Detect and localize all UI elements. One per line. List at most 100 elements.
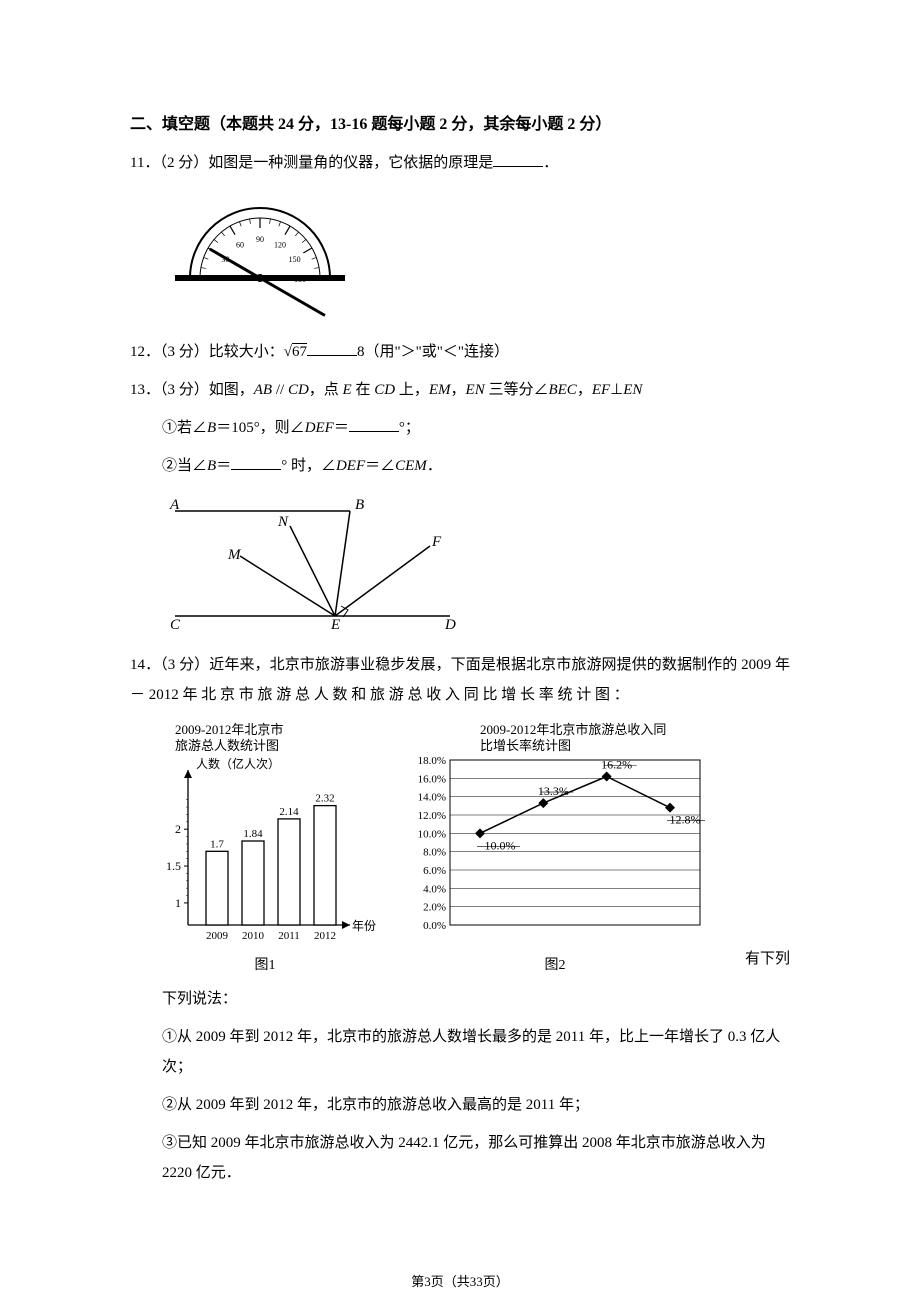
svg-text:2.0%: 2.0% — [423, 902, 446, 914]
svg-text:C: C — [170, 617, 181, 631]
svg-text:2: 2 — [175, 822, 181, 836]
svg-text:10.0%: 10.0% — [418, 828, 446, 840]
bar-chart: 2009-2012年北京市旅游总人数统计图人数（亿人次） 年份 1 1.5 2 1.7 20… — [150, 720, 380, 950]
footer-total: 33 — [470, 1274, 483, 1289]
geometry-diagram: ABCDEFMN — [160, 491, 460, 631]
footer-suffix: 页） — [483, 1274, 509, 1289]
svg-text:比增长率统计图: 比增长率统计图 — [480, 738, 571, 753]
svg-text:60: 60 — [236, 240, 244, 249]
svg-text:2.32: 2.32 — [315, 793, 334, 805]
svg-text:120: 120 — [274, 240, 286, 249]
q13-EM: EM — [429, 382, 451, 398]
svg-text:0.0%: 0.0% — [423, 920, 446, 932]
svg-text:4.0%: 4.0% — [423, 883, 446, 895]
q12-prefix: 12．（3 分）比较大小： — [130, 344, 284, 360]
footer-mid: 页（共 — [431, 1274, 470, 1289]
q14-s1: ①从 2009 年到 2012 年，北京市的旅游总人数增长最多的是 2011 年… — [130, 1022, 790, 1082]
q14-trailing: 有下列 — [745, 937, 790, 974]
q13s1c: ＝ — [334, 420, 349, 436]
svg-text:M: M — [227, 547, 242, 563]
svg-text:D: D — [444, 617, 456, 631]
q13-a: 13．（3 分）如图， — [130, 382, 254, 398]
svg-text:12.0%: 12.0% — [418, 810, 446, 822]
svg-text:旅游总人数统计图: 旅游总人数统计图 — [175, 738, 279, 753]
q13-CD: CD — [288, 382, 309, 398]
q12-right: 8（用"＞"或"＜"连接） — [357, 344, 509, 360]
q14-charts: 2009-2012年北京市旅游总人数统计图人数（亿人次） 年份 1 1.5 2 1.7 20… — [150, 720, 790, 974]
q14-intro: 14．（3 分）近年来，北京市旅游事业稳步发展，下面是根据北京市旅游网提供的数据… — [130, 657, 790, 703]
q13-sub2: ②当∠B＝° 时，∠DEF＝∠CEM． — [130, 451, 790, 481]
svg-text:150: 150 — [289, 255, 301, 264]
q11-text: 11．（2 分）如图是一种测量角的仪器，它依据的原理是 — [130, 155, 493, 171]
svg-text:E: E — [330, 617, 340, 631]
line-chart: 2009-2012年北京市旅游总收入同比增长率统计图0.0%2.0%4.0%6.… — [400, 720, 710, 950]
svg-text:2.14: 2.14 — [279, 806, 299, 818]
q13s2c: ° 时，∠ — [281, 458, 336, 474]
chart2-block: 2009-2012年北京市旅游总收入同比增长率统计图0.0%2.0%4.0%6.… — [400, 720, 710, 974]
q11-tail: ． — [543, 155, 558, 171]
q11-figure: 306090120150180 — [160, 188, 790, 323]
svg-text:1: 1 — [175, 896, 181, 910]
q13s2CEM: CEM — [395, 458, 427, 474]
svg-text:A: A — [169, 497, 180, 513]
q13-h: ， — [577, 382, 592, 398]
svg-text:13.3%: 13.3% — [538, 784, 569, 798]
q13-e: 上， — [395, 382, 429, 398]
q13s2d: ＝∠ — [365, 458, 395, 474]
svg-text:人数（亿人次）: 人数（亿人次） — [196, 756, 280, 771]
q13-AB: AB — [254, 382, 272, 398]
q13-blank2[interactable] — [231, 454, 281, 470]
q13-i: ⊥ — [610, 382, 623, 398]
q13s1b: ＝105°，则∠ — [216, 420, 305, 436]
protractor-icon: 306090120150180 — [160, 188, 360, 318]
q13s2a: ②当∠ — [162, 458, 207, 474]
svg-text:2011: 2011 — [278, 930, 300, 942]
section-title: 二、填空题（本题共 24 分，13-16 题每小题 2 分，其余每小题 2 分） — [130, 110, 790, 134]
q13-EF: EF — [592, 382, 610, 398]
q13s2B: B — [207, 458, 216, 474]
svg-text:18.0%: 18.0% — [418, 755, 446, 767]
q13-EN2: EN — [623, 382, 642, 398]
q13-b: // — [272, 382, 288, 398]
svg-text:16.0%: 16.0% — [418, 773, 446, 785]
q14-after: 下列说法： — [130, 984, 790, 1014]
chart2-caption: 图2 — [545, 954, 566, 974]
svg-text:16.2%: 16.2% — [601, 758, 632, 772]
svg-text:90: 90 — [256, 235, 264, 244]
svg-text:年份: 年份 — [352, 919, 376, 933]
svg-text:2010: 2010 — [242, 930, 265, 942]
svg-text:8.0%: 8.0% — [423, 847, 446, 859]
svg-text:B: B — [355, 497, 364, 513]
sqrt-icon: √67 — [284, 344, 307, 360]
q13s2b: ＝ — [216, 458, 231, 474]
svg-text:1.5: 1.5 — [166, 859, 181, 873]
question-14: 14．（3 分）近年来，北京市旅游事业稳步发展，下面是根据北京市旅游网提供的数据… — [130, 650, 790, 710]
q13-CD2: CD — [374, 382, 395, 398]
svg-text:10.0%: 10.0% — [485, 838, 516, 852]
q13-f: ， — [451, 382, 466, 398]
q11-blank[interactable] — [493, 151, 543, 167]
q13s2DEF: DEF — [336, 458, 365, 474]
q13s1B: B — [207, 420, 216, 436]
chart1-caption: 图1 — [255, 954, 276, 974]
q13s1a: ①若∠ — [162, 420, 207, 436]
q13-EN: EN — [466, 382, 485, 398]
q13-sub1: ①若∠B＝105°，则∠DEF＝°； — [130, 413, 790, 443]
svg-text:1.7: 1.7 — [210, 838, 224, 850]
svg-text:2009-2012年北京市: 2009-2012年北京市 — [175, 722, 283, 737]
svg-text:N: N — [277, 514, 289, 530]
svg-text:14.0%: 14.0% — [418, 792, 446, 804]
question-13: 13．（3 分）如图，AB // CD，点 E 在 CD 上，EM，EN 三等分… — [130, 375, 790, 405]
svg-text:2012: 2012 — [314, 930, 336, 942]
page-footer: 第3页（共33页） — [0, 1271, 920, 1290]
q14-s2: ②从 2009 年到 2012 年，北京市的旅游总收入最高的是 2011 年； — [130, 1090, 790, 1120]
svg-text:12.8%: 12.8% — [670, 813, 701, 827]
q13s1d: °； — [399, 420, 420, 436]
q13-blank1[interactable] — [349, 416, 399, 432]
q13-figure: ABCDEFMN — [160, 491, 790, 636]
svg-text:2009-2012年北京市旅游总收入同: 2009-2012年北京市旅游总收入同 — [480, 722, 666, 737]
footer-prefix: 第 — [411, 1274, 424, 1289]
question-11: 11．（2 分）如图是一种测量角的仪器，它依据的原理是 ． — [130, 148, 790, 178]
q13-BEC: BEC — [548, 382, 576, 398]
q12-blank[interactable] — [307, 340, 357, 356]
